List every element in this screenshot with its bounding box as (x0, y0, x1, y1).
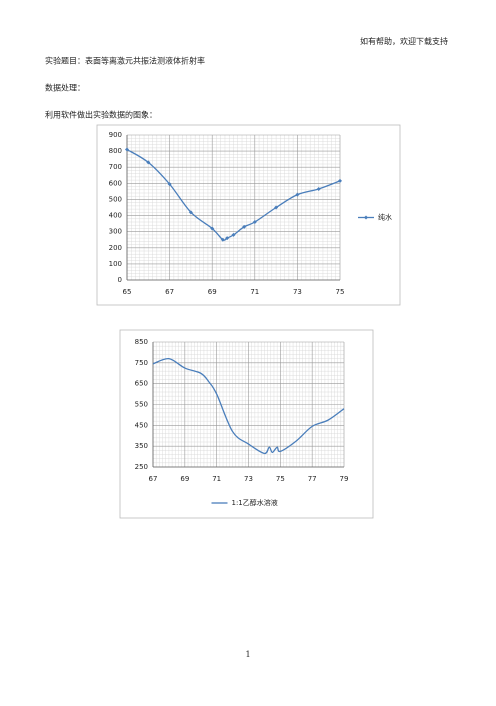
point (146, 160, 151, 165)
point (220, 237, 225, 242)
point (338, 178, 342, 183)
y-tick-label: 400 (109, 212, 122, 220)
y-tick-label: 600 (109, 179, 122, 187)
x-tick-label: 67 (149, 475, 158, 483)
point (125, 147, 129, 152)
y-tick-label: 500 (109, 195, 122, 203)
legend-label: 1:1乙醇水溶液 (232, 498, 278, 507)
y-tick-label: 100 (109, 260, 122, 268)
x-tick-label: 71 (212, 475, 221, 483)
x-tick-label: 69 (208, 288, 217, 296)
caption: 利用软件做出实验数据的图象： (45, 110, 157, 120)
chart-frame (96, 124, 401, 306)
title: 实验题目：表面等离激元共振法测液体折射率 (45, 56, 205, 66)
y-tick-label: 250 (135, 463, 148, 471)
x-tick-label: 75 (276, 475, 285, 483)
chart-frame (119, 329, 374, 519)
point (225, 236, 230, 241)
series-line (152, 358, 345, 455)
point (231, 232, 236, 237)
y-tick-label: 750 (135, 359, 148, 367)
point (316, 186, 321, 191)
section: 数据处理： (45, 83, 85, 93)
x-tick-label: 71 (250, 288, 259, 296)
y-tick-label: 550 (135, 401, 148, 409)
y-tick-label: 650 (135, 380, 148, 388)
y-tick-label: 850 (135, 338, 148, 346)
x-tick-label: 75 (336, 288, 345, 296)
point (252, 220, 257, 224)
y-tick-label: 450 (135, 421, 148, 429)
point (274, 205, 279, 210)
x-tick-label: 73 (244, 475, 253, 483)
header: 如有帮助，欢迎下载支持 (360, 36, 448, 46)
page-number: 1 (245, 650, 250, 659)
point (210, 226, 215, 231)
y-tick-label: 900 (109, 131, 122, 139)
x-tick-label: 79 (340, 475, 349, 483)
point (242, 224, 247, 229)
y-tick-label: 300 (109, 228, 122, 236)
y-tick-label: 200 (109, 244, 122, 252)
x-tick-label: 77 (308, 475, 317, 483)
y-tick-label: 700 (109, 163, 122, 171)
x-tick-label: 67 (165, 288, 174, 296)
x-tick-label: 65 (123, 288, 132, 296)
x-tick-label: 69 (180, 475, 189, 483)
point (167, 182, 172, 187)
series-line (126, 148, 341, 241)
point (295, 192, 300, 197)
legend-marker (364, 215, 368, 220)
point (188, 210, 193, 215)
legend-label: 纯水 (378, 213, 392, 222)
y-tick-label: 800 (109, 147, 122, 155)
y-tick-label: 350 (135, 442, 148, 450)
y-tick-label: 0 (118, 276, 122, 284)
x-tick-label: 73 (293, 288, 302, 296)
